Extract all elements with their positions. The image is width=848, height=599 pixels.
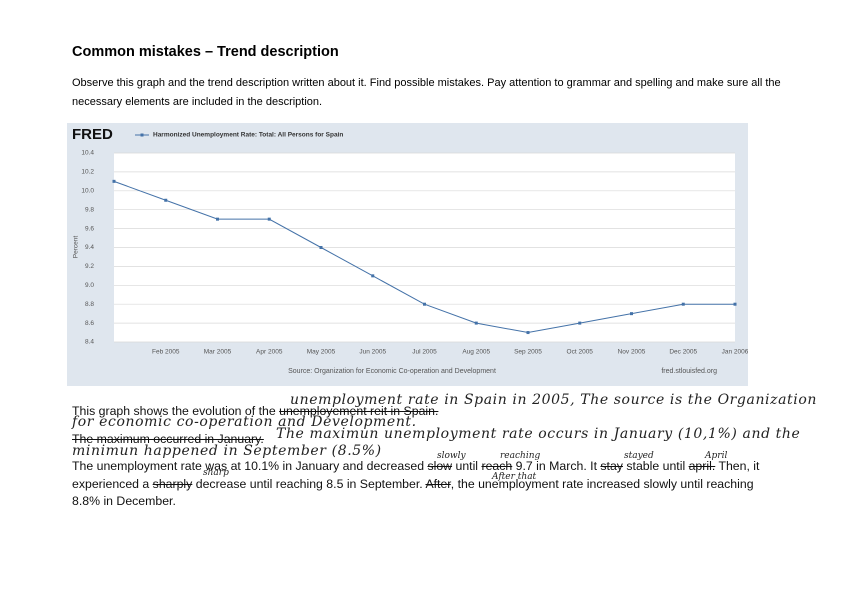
data-point: [164, 198, 168, 202]
data-point: [733, 302, 737, 306]
chart: FRED Percent Source: Organization for Ec…: [67, 123, 748, 386]
x-tick-label: Jan 2006: [722, 349, 748, 356]
text: This graph shows the evolution of the: [72, 404, 280, 418]
data-point: [578, 321, 582, 325]
x-tick-label: Jun 2005: [359, 349, 386, 356]
struck-text: After: [425, 476, 451, 491]
y-tick-label: 9.2: [85, 263, 94, 270]
x-tick-label: Apr 2005: [256, 349, 283, 356]
handwritten-note: reaching: [500, 451, 541, 461]
title: Common mistakes – Trend description: [72, 44, 339, 60]
x-tick-label: Mar 2005: [204, 349, 232, 356]
text: 9.7 in March. It: [512, 459, 601, 473]
y-tick-label: 9.8: [85, 206, 94, 213]
text: stable until: [622, 459, 689, 473]
handwritten-note: minimun happened in September (8.5%): [72, 443, 382, 459]
data-point: [267, 217, 271, 221]
y-tick-label: 8.4: [85, 339, 94, 346]
y-tick-label: 8.8: [85, 301, 94, 308]
instruction: Observe this graph and the trend descrip…: [72, 77, 781, 108]
struck-text: slow: [427, 459, 453, 473]
legend-marker: [140, 133, 144, 137]
struck-text: reach: [481, 459, 513, 473]
data-point: [319, 246, 323, 249]
handwritten-note: unemployment rate in Spain in 2005, The …: [290, 392, 818, 408]
handwritten-note: for economic co-operation and Developmen…: [72, 414, 417, 430]
struck-text: unemployement reit in Spain.: [279, 404, 439, 418]
handwritten-note: sharp: [203, 468, 229, 478]
source-url: fred.stlouisfed.org: [661, 368, 717, 375]
y-tick-label: 10.4: [81, 150, 94, 157]
legend-label: Harmonized Unemployment Rate: Total: All…: [153, 132, 343, 139]
x-tick-label: Jul 2005: [412, 349, 437, 356]
struck-text: april.: [688, 459, 716, 473]
handwritten-note: April: [705, 451, 728, 461]
data-point: [423, 302, 426, 306]
y-tick-label: 9.4: [85, 244, 94, 251]
data-point: [630, 312, 633, 316]
data-point: [216, 217, 219, 221]
paragraph: The unemployment rate was at 10.1% in Ja…: [72, 458, 772, 511]
struck-text: sharply: [152, 476, 193, 491]
text: Then, it experienced a: [72, 459, 760, 491]
paragraph: The maximum occurred in January.: [72, 431, 772, 449]
y-tick-label: 9.0: [85, 282, 94, 289]
y-tick-label: 9.6: [85, 225, 94, 232]
text: The unemployment rate was at 10.1% in Ja…: [72, 459, 428, 473]
data-point: [474, 321, 478, 325]
x-tick-label: Sep 2005: [514, 349, 542, 356]
paragraph: This graph shows the evolution of the un…: [72, 403, 772, 421]
y-axis-label: Percent: [73, 236, 80, 259]
text: until: [452, 459, 482, 473]
brand: FRED: [72, 126, 113, 143]
handwritten-note: slowly: [437, 451, 466, 461]
y-tick-label: 10.2: [81, 169, 94, 176]
x-tick-label: Nov 2005: [618, 349, 646, 356]
y-tick-label: 10.0: [81, 188, 94, 195]
handwritten-note: stayed: [624, 451, 654, 461]
source: Source: Organization for Economic Co-ope…: [288, 368, 496, 375]
data-point: [112, 179, 116, 183]
handwritten-note: The maximun unemployment rate occurs in …: [276, 426, 801, 442]
text: decrease until reaching 8.5 in September…: [192, 476, 426, 491]
x-tick-label: May 2005: [307, 349, 336, 356]
text: , the unemployment rate increased slowly…: [72, 476, 754, 509]
x-tick-label: Feb 2005: [152, 349, 180, 356]
x-tick-label: Dec 2005: [669, 349, 697, 356]
data-point: [681, 302, 685, 306]
struck-text: The maximum occurred in January.: [72, 432, 264, 446]
y-tick-label: 8.6: [85, 320, 94, 327]
data-point: [371, 274, 375, 278]
data-point: [526, 331, 530, 335]
x-tick-label: Aug 2005: [462, 349, 490, 356]
struck-text: stay: [600, 459, 623, 473]
x-tick-label: Oct 2005: [567, 349, 594, 356]
handwritten-note: After that: [492, 472, 537, 482]
